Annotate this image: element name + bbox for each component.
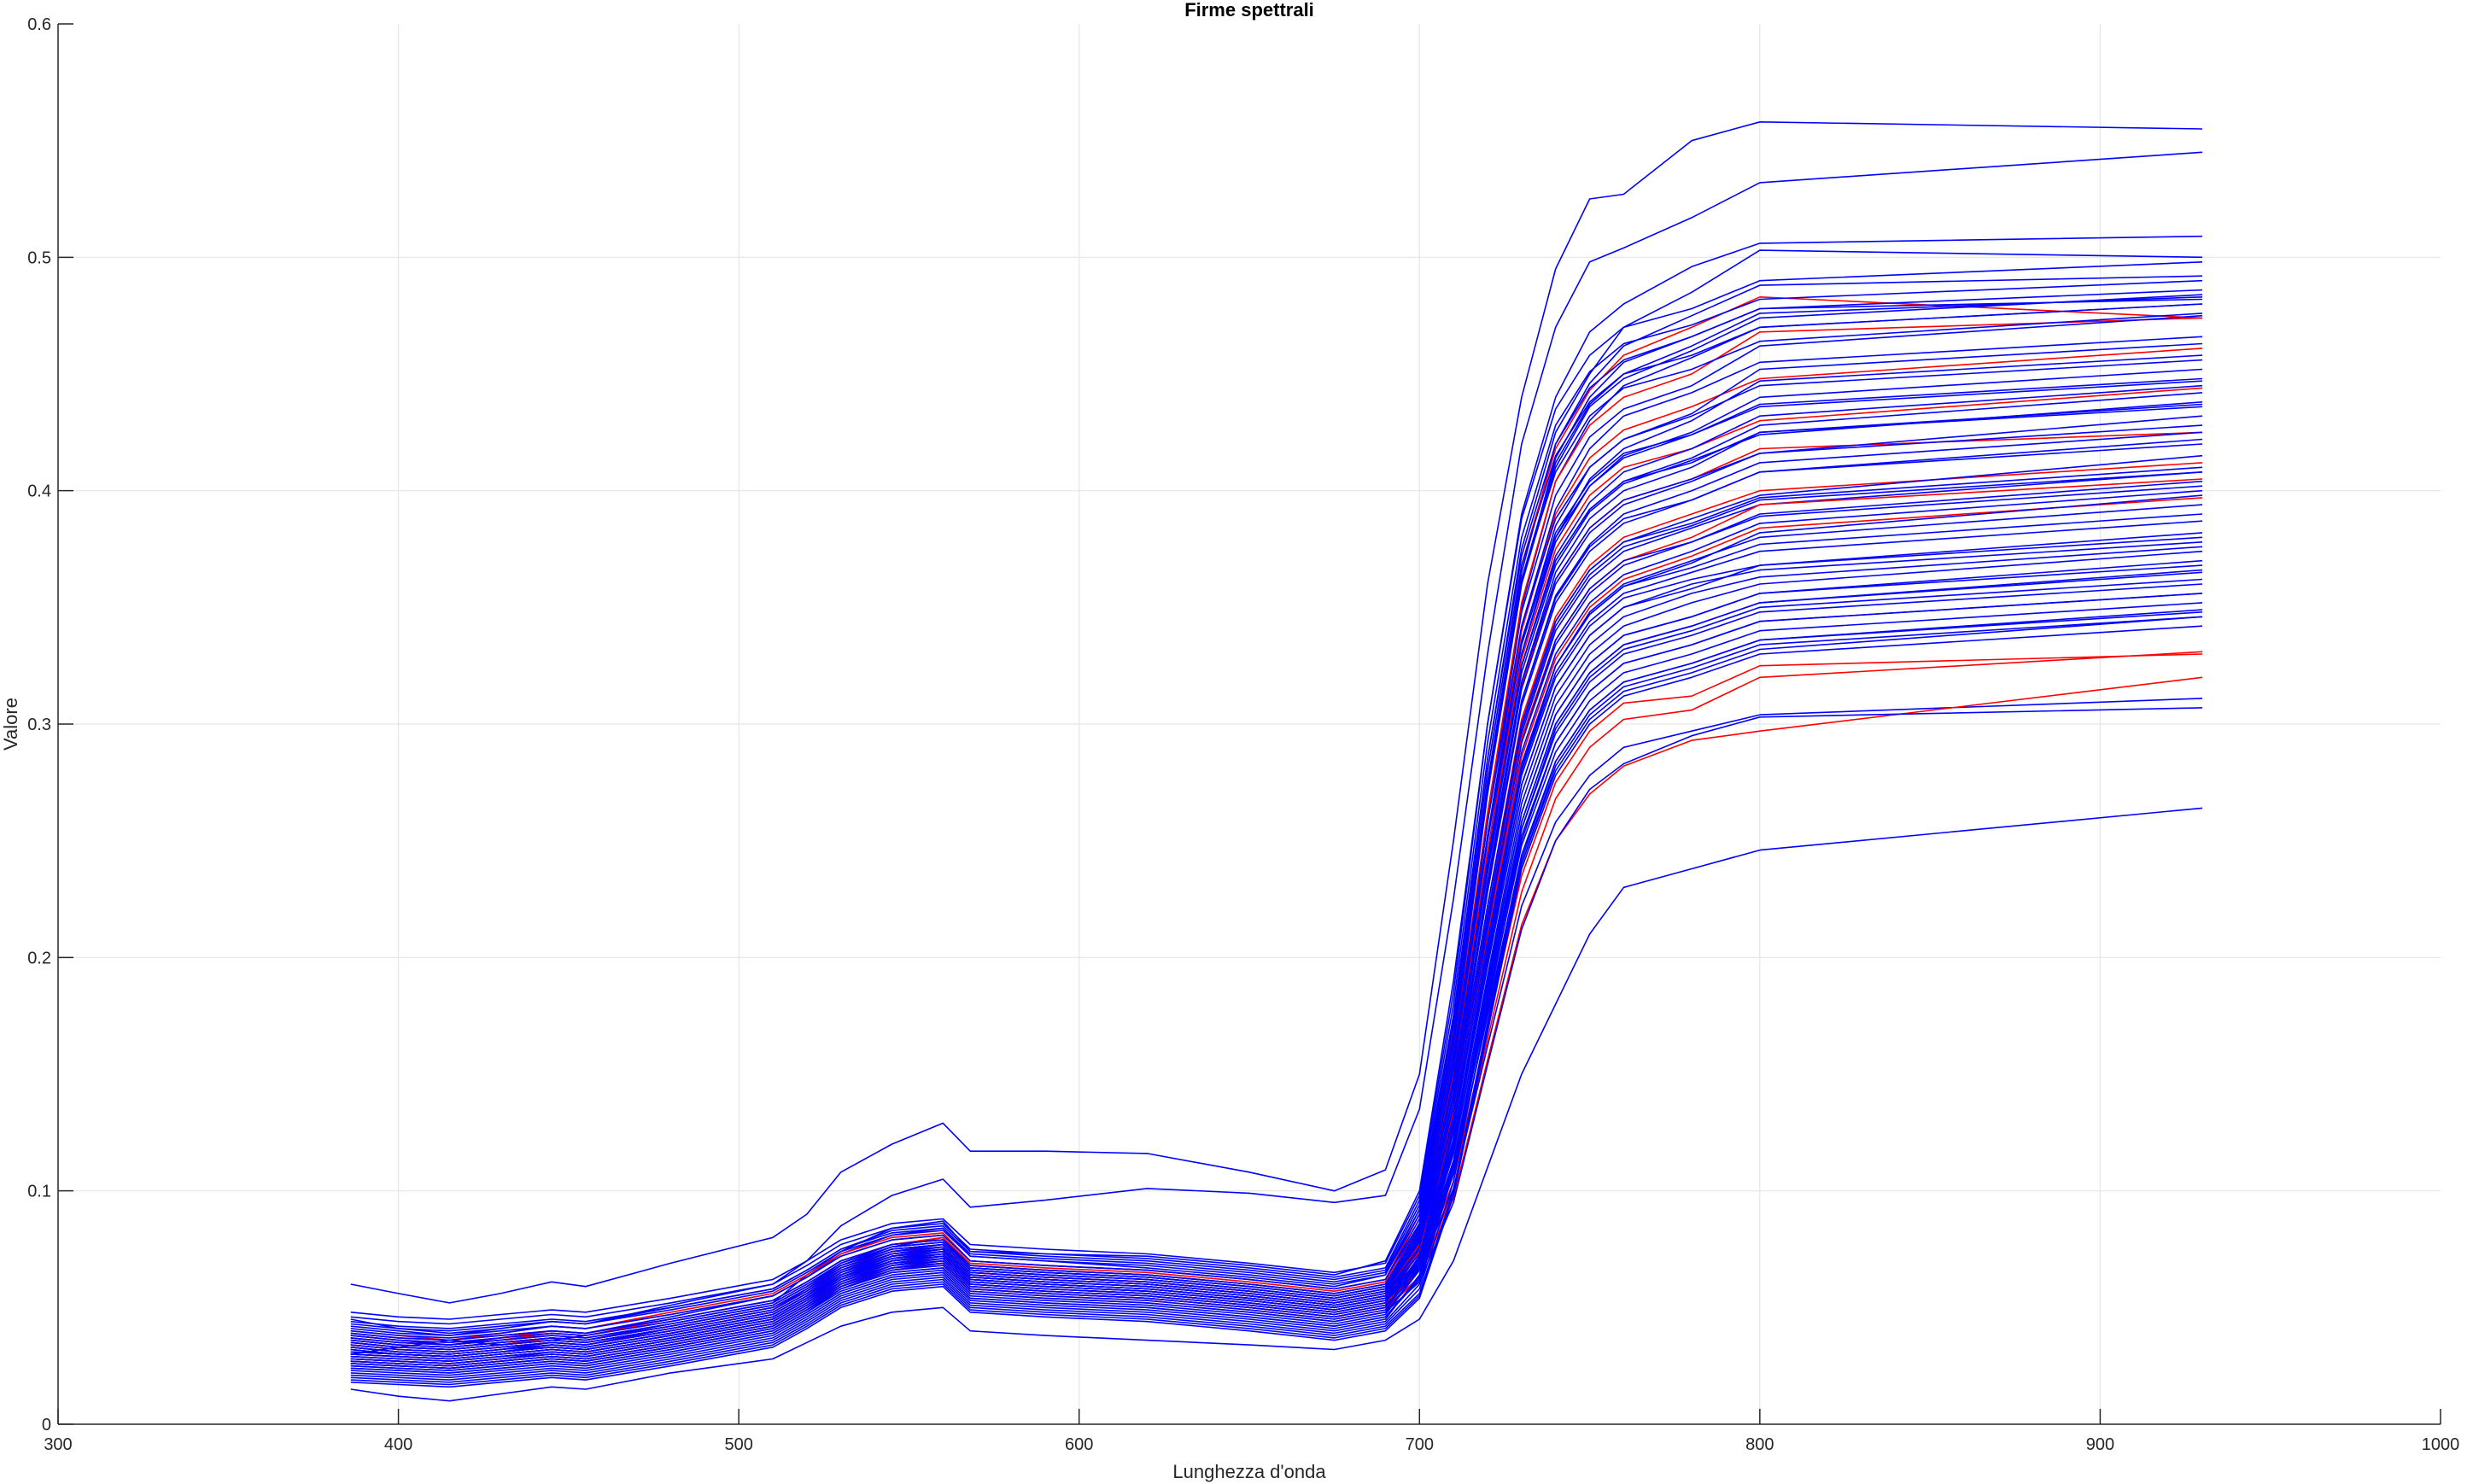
series-line-s74 [350, 485, 2203, 1364]
series-line-s1 [350, 121, 2203, 1304]
series-line-s75 [350, 466, 2203, 1351]
series-line-s73 [350, 380, 2203, 1341]
series-line-s67 [350, 279, 2203, 1325]
series-line-s69 [350, 424, 2203, 1346]
y-tick-label: 0.3 [27, 716, 51, 734]
series-line-s64 [350, 593, 2203, 1381]
series-line-s72 [350, 616, 2203, 1386]
series-line-s65 [350, 443, 2203, 1348]
x-tick-label: 1000 [2422, 1435, 2460, 1454]
series-line-s58 [350, 569, 2203, 1379]
series-line-s62 [350, 564, 2203, 1374]
series-line-s66 [350, 536, 2203, 1370]
x-tick-label: 400 [384, 1435, 412, 1454]
axes: 300 400 500 600 700 800 900 1000 0 0.1 0.2 0.3 0.4 0.… [27, 15, 2459, 1454]
y-tick-label: 0.6 [27, 15, 51, 34]
x-tick-label: 900 [2086, 1435, 2114, 1454]
y-axis-label: Valore [0, 698, 21, 751]
x-tick-label: 500 [724, 1435, 752, 1454]
series-line-s59 [350, 313, 2203, 1332]
series-line-s49 [350, 807, 2203, 1402]
series-line-s60 [350, 611, 2203, 1383]
y-tick-label: 0.5 [27, 248, 51, 267]
y-tick-label: 0.2 [27, 949, 51, 967]
series-line-s63 [350, 303, 2203, 1329]
x-tick-label: 300 [44, 1435, 72, 1454]
series-line-s57 [350, 359, 2203, 1336]
x-tick-label: 800 [1745, 1435, 1774, 1454]
x-tick-label: 600 [1065, 1435, 1093, 1454]
x-tick-label: 700 [1406, 1435, 1434, 1454]
series-line-s46 [350, 698, 2203, 1358]
series-lines [350, 121, 2203, 1402]
y-tick-label: 0.1 [27, 1183, 51, 1201]
chart-title: Firme spettrali [1184, 0, 1314, 20]
series-line-s61 [350, 403, 2203, 1344]
series-line-s71 [350, 261, 2203, 1320]
series-line-s39 [350, 583, 2203, 1355]
x-axis-label: Lunghezza d'onda [1172, 1461, 1326, 1482]
series-line-s56 [350, 520, 2203, 1371]
y-tick-label: 0.4 [27, 482, 51, 501]
series-line-s70 [350, 513, 2203, 1367]
y-tick-label: 0 [42, 1416, 51, 1434]
series-line-s43 [350, 616, 2203, 1353]
series-line-s68 [350, 625, 2203, 1388]
series-line-s76 [350, 471, 2203, 1360]
grid [58, 24, 2441, 1424]
series-line-s3 [350, 235, 2203, 1355]
